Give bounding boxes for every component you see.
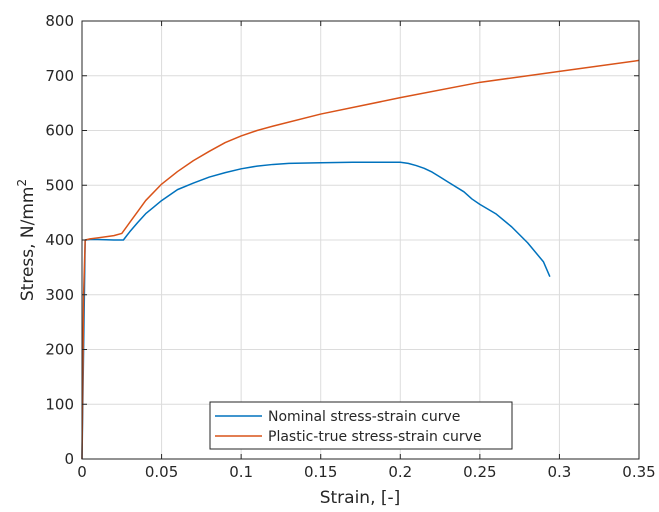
y-tick-label: 500 bbox=[45, 176, 74, 194]
x-tick-label: 0.05 bbox=[145, 463, 178, 481]
x-tick-label: 0.1 bbox=[229, 463, 253, 481]
y-tick-label: 400 bbox=[45, 231, 74, 249]
y-axis-label: Stress, N/mm2 bbox=[15, 179, 38, 301]
series-line-nominal bbox=[81, 161, 551, 460]
y-tick-label: 600 bbox=[45, 122, 74, 140]
y-tick-label: 300 bbox=[45, 286, 74, 304]
y-axis-label-main: Stress, N/mm bbox=[18, 187, 38, 302]
y-tick-label: 0 bbox=[64, 450, 74, 468]
x-axis-label: Strain, [-] bbox=[320, 488, 401, 508]
x-tick-label: 0.2 bbox=[388, 463, 412, 481]
series-layer bbox=[81, 59, 640, 460]
y-tick-label: 800 bbox=[45, 12, 74, 30]
x-tick-label: 0 bbox=[77, 463, 87, 481]
legend: Nominal stress-strain curve Plastic-true… bbox=[209, 401, 513, 450]
legend-label-plastic-true: Plastic-true stress-strain curve bbox=[268, 429, 482, 445]
legend-box bbox=[209, 401, 513, 450]
y-tick-label: 700 bbox=[45, 67, 74, 85]
y-axis-label-superscript: 2 bbox=[15, 179, 29, 187]
legend-label-nominal: Nominal stress-strain curve bbox=[268, 409, 460, 425]
x-axis-ticks: 0 0.05 0.1 0.15 0.2 0.25 0.3 0.35 bbox=[77, 21, 656, 481]
series-line-plastic-true bbox=[81, 59, 640, 460]
x-tick-label: 0.15 bbox=[304, 463, 337, 481]
y-axis-ticks: 0 100 200 300 400 500 600 700 800 bbox=[45, 12, 639, 468]
x-tick-label: 0.35 bbox=[622, 463, 655, 481]
y-tick-label: 100 bbox=[45, 395, 74, 413]
x-tick-label: 0.3 bbox=[547, 463, 571, 481]
x-tick-label: 0.25 bbox=[463, 463, 496, 481]
y-tick-label: 200 bbox=[45, 341, 74, 359]
